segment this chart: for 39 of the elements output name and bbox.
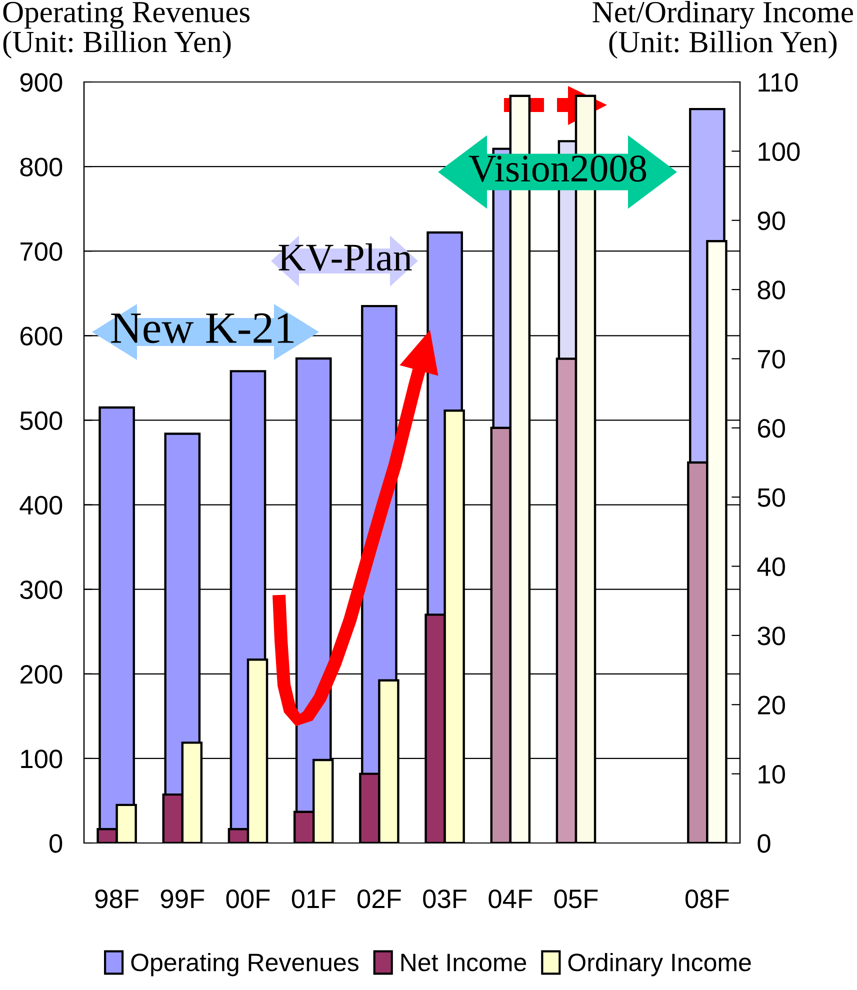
y2-tick-label: 70: [758, 350, 785, 369]
y2-axis-title: Net/Ordinary Income (Unit: Billion Yen): [592, 1, 853, 59]
legend-label: Net Income: [401, 954, 526, 972]
x-tick-label: 01F: [292, 890, 336, 908]
y-tick-label: 500: [20, 411, 62, 430]
y2-tick-label: 50: [758, 488, 785, 507]
annotation: New K-21: [111, 313, 294, 344]
x-tick-label: 98F: [95, 890, 138, 908]
x-tick-label: 03F: [423, 890, 466, 908]
x-tick-label: 08F: [685, 890, 729, 908]
x-tick-label: 00F: [226, 890, 270, 908]
annotation: KV-Plan: [278, 243, 412, 271]
y2-tick-label: 90: [758, 212, 785, 230]
legend-label: Operating Revenues: [131, 952, 358, 976]
y2-tick-label: 80: [758, 280, 785, 300]
x-tick-label: 02F: [357, 890, 401, 908]
y2-tick-label: 110: [758, 73, 798, 92]
x-tick-label: 04F: [488, 890, 532, 908]
y2-tick-label: 30: [758, 626, 785, 646]
y-tick-label: 900: [20, 73, 62, 92]
y2-tick-label: 10: [758, 764, 785, 784]
y-tick-label: 400: [20, 496, 62, 515]
y2-tick-label: 60: [758, 419, 785, 438]
y2-tick-label: 100: [758, 142, 800, 162]
y-tick-label: 700: [20, 242, 62, 261]
y2-tick-label: 40: [757, 557, 785, 576]
y-tick-label: 100: [21, 750, 62, 768]
y-tick-label: 200: [20, 665, 62, 684]
y-tick-label: 300: [20, 580, 62, 600]
y2-tick-label: 0: [758, 834, 770, 853]
x-tick-label: 99F: [160, 890, 204, 908]
annotation: Vision2008: [468, 155, 646, 182]
x-tick-label: 05F: [554, 890, 598, 908]
y-axis-title: Operating Revenues (Unit: Billion Yen): [3, 2, 250, 59]
y2-tick-label: 20: [758, 696, 785, 714]
y-tick-label: 0: [50, 834, 62, 853]
legend-label: Ordinary Income: [568, 952, 751, 976]
y-tick-label: 800: [20, 158, 62, 176]
y-tick-label: 600: [20, 326, 62, 346]
